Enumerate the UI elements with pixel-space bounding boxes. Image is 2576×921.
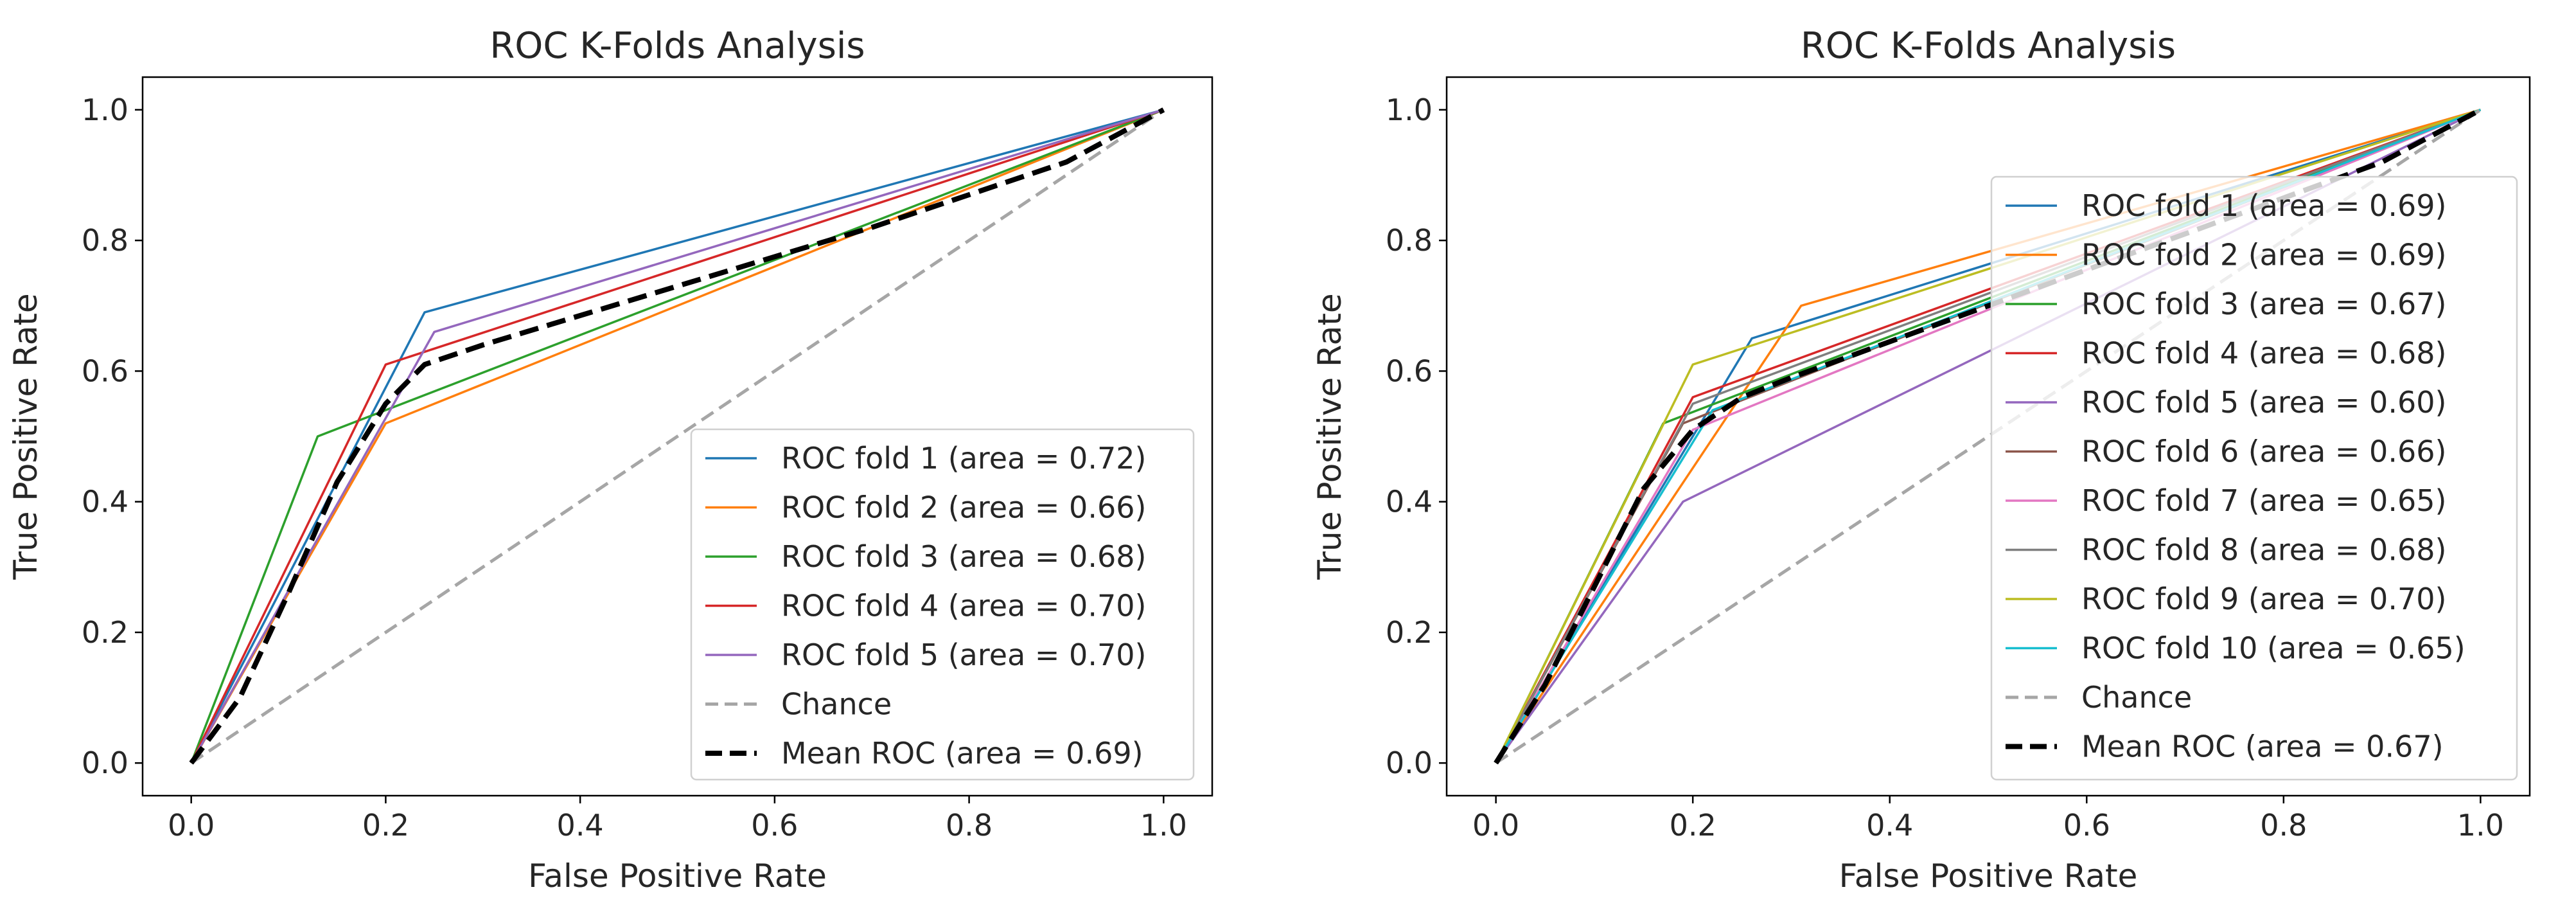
y-axis: 0.0 0.2 0.4 0.6 0.8 1.0 bbox=[1386, 93, 1447, 780]
x-tick-label: 0.0 bbox=[1472, 808, 1519, 843]
y-tick-label: 0.4 bbox=[1386, 485, 1433, 519]
legend-entry: Chance bbox=[2081, 680, 2192, 715]
y-tick-label: 0.2 bbox=[82, 615, 128, 650]
series-line-1 bbox=[190, 109, 1164, 764]
y-tick-label: 0.8 bbox=[1386, 223, 1433, 258]
legend-entry: ROC fold 4 (area = 0.70) bbox=[781, 589, 1146, 623]
x-tick-label: 0.8 bbox=[946, 808, 992, 843]
legend: ROC fold 1 (area = 0.69) ROC fold 2 (area… bbox=[1990, 175, 2518, 781]
x-tick-label: 0.6 bbox=[2063, 808, 2110, 843]
legend-entry: ROC fold 5 (area = 0.70) bbox=[781, 638, 1146, 672]
y-tick-label: 0.6 bbox=[82, 353, 128, 388]
x-tick-label: 0.2 bbox=[362, 808, 409, 843]
legend-entry: ROC fold 1 (area = 0.69) bbox=[2081, 188, 2446, 223]
x-axis-label: False Positive Rate bbox=[1839, 857, 2138, 895]
legend-entry: ROC fold 7 (area = 0.65) bbox=[2081, 483, 2446, 518]
series-line-2 bbox=[1495, 109, 2481, 764]
legend-entry: ROC fold 3 (area = 0.67) bbox=[2081, 287, 2446, 321]
y-tick-label: 0.0 bbox=[1386, 746, 1433, 780]
y-axis: 0.0 0.2 0.4 0.6 0.8 1.0 bbox=[82, 93, 143, 780]
y-tick-label: 0.2 bbox=[1386, 615, 1433, 650]
y-tick-label: 0.4 bbox=[82, 485, 128, 519]
x-tick-label: 1.0 bbox=[1140, 808, 1187, 843]
series-line-4 bbox=[190, 109, 1164, 764]
y-tick-label: 1.0 bbox=[1386, 93, 1433, 127]
legend-entry: ROC fold 5 (area = 0.60) bbox=[2081, 385, 2446, 420]
legend-entry: ROC fold 3 (area = 0.68) bbox=[781, 539, 1146, 574]
x-tick-label: 0.4 bbox=[1866, 808, 1913, 843]
legend-box bbox=[690, 428, 1195, 781]
x-tick-label: 0.4 bbox=[557, 808, 604, 843]
legend: ROC fold 1 (area = 0.72) ROC fold 2 (area… bbox=[690, 428, 1195, 781]
legend-entry: ROC fold 8 (area = 0.68) bbox=[2081, 533, 2446, 568]
series-line-3 bbox=[190, 109, 1164, 764]
legend-entry: ROC fold 2 (area = 0.69) bbox=[2081, 238, 2446, 273]
legend-box bbox=[1990, 175, 2518, 781]
plot-frame bbox=[1445, 76, 2531, 797]
series-line-5 bbox=[190, 109, 1164, 764]
plot-frame bbox=[141, 76, 1213, 797]
legend-entry: ROC fold 4 (area = 0.68) bbox=[2081, 336, 2446, 371]
y-tick-label: 1.0 bbox=[82, 93, 128, 127]
series-group bbox=[189, 107, 1165, 765]
x-axis: 0.0 0.2 0.4 0.6 0.8 1.0 bbox=[1472, 796, 2504, 843]
series-line-7 bbox=[189, 107, 1165, 765]
legend-entry: Mean ROC (area = 0.67) bbox=[2081, 729, 2444, 764]
chart-title: ROC K-Folds Analysis bbox=[490, 25, 865, 67]
x-tick-label: 1.0 bbox=[2457, 808, 2504, 843]
x-tick-label: 0.6 bbox=[751, 808, 798, 843]
y-axis-label: True Positive Rate bbox=[7, 293, 44, 580]
legend-entry: Chance bbox=[781, 687, 892, 722]
legend-entry: ROC fold 9 (area = 0.70) bbox=[2081, 582, 2446, 616]
x-tick-label: 0.2 bbox=[1670, 808, 1716, 843]
y-tick-label: 0.8 bbox=[82, 223, 128, 258]
chart-title: ROC K-Folds Analysis bbox=[1801, 25, 2176, 67]
x-tick-label: 0.0 bbox=[168, 808, 215, 843]
y-tick-label: 0.6 bbox=[1386, 353, 1433, 388]
legend-entry: ROC fold 1 (area = 0.72) bbox=[781, 441, 1146, 476]
x-axis: 0.0 0.2 0.4 0.6 0.8 1.0 bbox=[168, 796, 1187, 843]
legend-entry: Mean ROC (area = 0.69) bbox=[781, 736, 1143, 771]
legend-entry: ROC fold 6 (area = 0.66) bbox=[2081, 434, 2446, 469]
legend-entry: ROC fold 2 (area = 0.66) bbox=[781, 490, 1146, 525]
x-tick-label: 0.8 bbox=[2260, 808, 2307, 843]
y-axis-label: True Positive Rate bbox=[1311, 293, 1348, 580]
legend-entry: ROC fold 10 (area = 0.65) bbox=[2081, 631, 2466, 666]
x-axis-label: False Positive Rate bbox=[528, 857, 827, 895]
y-tick-label: 0.0 bbox=[82, 746, 128, 780]
series-line-6 bbox=[190, 108, 1165, 765]
